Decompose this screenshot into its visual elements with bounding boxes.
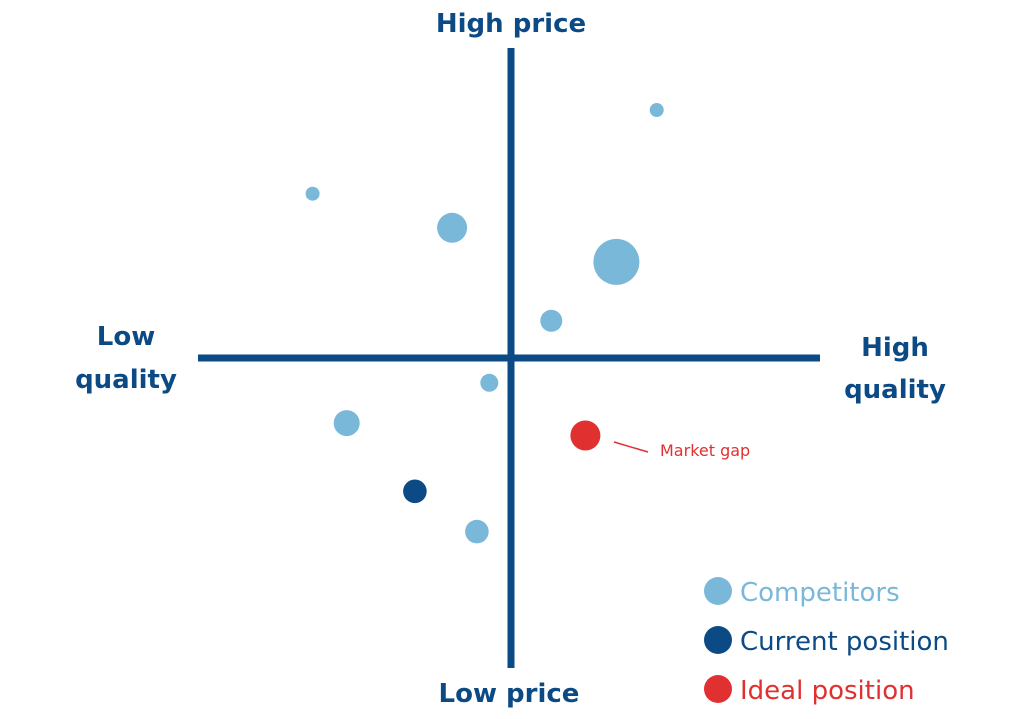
left-axis-label-line2: quality bbox=[75, 365, 177, 395]
legend: Competitors Current position Ideal posit… bbox=[704, 577, 949, 706]
top-axis-label: High price bbox=[436, 9, 586, 39]
right-axis-label-line1: High bbox=[861, 333, 929, 363]
legend-swatch-competitors bbox=[704, 577, 732, 605]
competitors-point-1 bbox=[649, 103, 664, 117]
competitors-point-8 bbox=[465, 519, 489, 544]
competitors-point-6 bbox=[480, 373, 499, 392]
legend-swatch-ideal-position bbox=[704, 675, 732, 703]
ideal-position-point-1 bbox=[570, 420, 601, 451]
competitors-point-3 bbox=[437, 212, 468, 243]
competitors-point-4 bbox=[593, 238, 640, 285]
current-position-point-1 bbox=[403, 479, 427, 504]
bottom-axis-label: Low price bbox=[439, 679, 580, 709]
market-gap-leader-line bbox=[613, 441, 649, 453]
competitors-point-7 bbox=[333, 410, 360, 437]
competitors-point-2 bbox=[305, 186, 320, 201]
legend-label-current-position: Current position bbox=[740, 627, 949, 657]
legend-label-ideal-position: Ideal position bbox=[740, 676, 915, 706]
data-points bbox=[305, 103, 664, 544]
competitors-point-5 bbox=[540, 309, 563, 332]
legend-swatch-current-position bbox=[704, 626, 732, 654]
right-axis-label-line2: quality bbox=[844, 375, 946, 405]
market-gap-label: Market gap bbox=[660, 441, 750, 460]
legend-label-competitors: Competitors bbox=[740, 578, 900, 608]
left-axis-label-line1: Low bbox=[97, 322, 155, 352]
